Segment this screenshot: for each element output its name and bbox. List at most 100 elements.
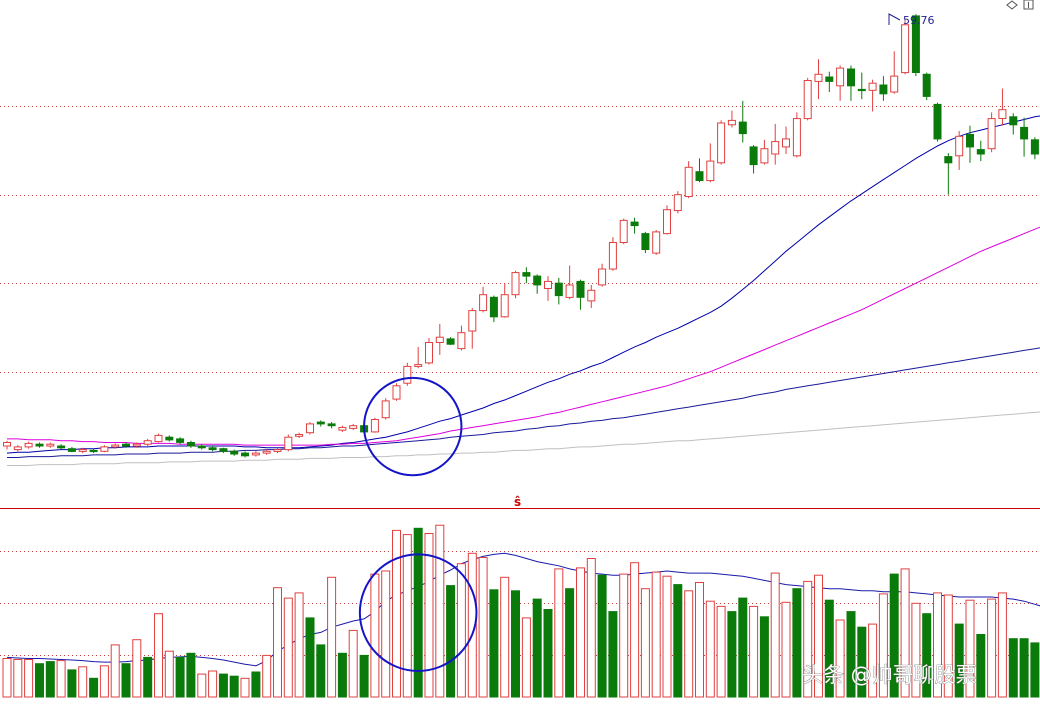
candle [370,417,379,433]
candle-body [857,88,866,92]
candle-body [370,419,379,433]
candle [479,286,488,313]
volume-bar [965,599,975,698]
volume-bar [435,524,445,698]
candle [208,446,217,452]
volume-bar [868,623,878,698]
volume-bar [1030,642,1040,698]
candle [565,265,574,300]
candle [251,451,260,457]
candlesticks [3,14,1039,458]
candle [295,432,304,439]
candle-body [468,310,477,332]
candle-body [998,109,1007,119]
candle [598,263,607,287]
candle [457,325,466,351]
volume-bar [911,602,921,698]
volume-bar [716,605,726,698]
candle-body [46,443,55,447]
volume-bar [121,663,131,698]
volume-bar [413,527,423,698]
candle-body [760,148,769,164]
volume-bar [640,588,650,698]
volume-bar [251,671,261,698]
candle [219,447,228,454]
candle [987,112,996,153]
volume-bars [2,524,1040,698]
volume-bar [164,650,174,698]
candle [803,77,812,121]
moving-average-line [7,226,1040,446]
candle-body [78,449,87,452]
candle-body [457,332,466,350]
candle [349,423,358,431]
candle-body [143,440,152,445]
candle [857,72,866,100]
candle-body [295,434,304,437]
candle-body [782,138,790,148]
candle [836,65,845,101]
candle-body [230,450,239,455]
volume-bar [997,592,1007,698]
high-marker-arrow [888,13,901,25]
volume-bar [846,611,856,698]
candle-body [251,452,260,456]
candle [67,446,76,453]
candle-body [425,342,433,364]
volume-bar [478,557,488,698]
candle-body [489,296,498,318]
candle-body [522,272,531,277]
volume-bar [803,580,813,698]
candle-body [706,160,715,182]
candle [901,19,910,75]
volume-bar [576,567,585,698]
volume-bar [348,629,358,698]
candle [641,231,650,254]
volume-bar [294,592,304,698]
candle [533,274,542,294]
candle [446,337,455,346]
volume-bar [143,656,153,698]
volume-bar [132,639,142,698]
candle [132,442,141,448]
diamond-icon[interactable] [1006,0,1018,10]
candle-body [684,166,693,198]
volume-bar [987,598,997,698]
candle-body [976,149,985,155]
candle [176,437,185,445]
volume-bar [597,574,607,698]
candle [46,442,55,448]
candle-body [403,365,412,384]
candle [511,270,520,299]
moving-average-lines [6,115,1040,466]
candle-body [825,76,834,82]
volume-bar [651,571,661,698]
candle-body [392,385,401,400]
candle-body [608,242,617,270]
candle [1030,137,1039,160]
volume-bar [456,563,466,698]
candle [955,130,964,170]
highlight-circles [358,376,478,672]
volume-bar [554,568,564,698]
moving-average-line [6,115,1040,454]
volume-bar [208,670,218,698]
candle [911,14,920,77]
candle [57,444,66,450]
volume-bar [78,666,88,698]
volume-bar [359,654,369,698]
candle-body [544,280,552,289]
signal-marker: ŝ [514,495,521,509]
volume-bar [662,575,672,698]
candle-body [630,221,639,227]
volume-bar [749,605,759,698]
price-gridlines [0,106,1040,373]
candle [1009,113,1018,135]
candle-body [879,84,888,95]
volume-bar [229,675,239,698]
candle-body [57,445,66,449]
candle [966,125,974,163]
corner-controls[interactable] [1006,0,1034,10]
candle-body [165,436,174,441]
volume-bar [35,663,44,698]
